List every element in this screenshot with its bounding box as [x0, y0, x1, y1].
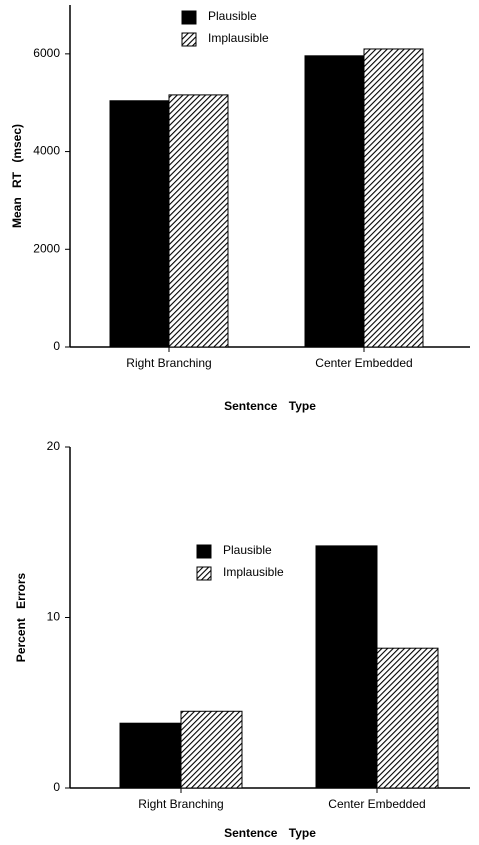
bar — [304, 55, 365, 348]
x-axis-title: Sentence Type — [224, 399, 316, 413]
bar — [180, 710, 243, 789]
y-tick-label: 6000 — [33, 46, 60, 60]
y-axis-title: Mean RT (msec) — [10, 124, 24, 228]
y-tick-label: 10 — [47, 610, 61, 624]
y-tick-label: 20 — [47, 439, 61, 453]
y-tick-label: 0 — [53, 780, 60, 794]
x-tick-label: Right Branching — [138, 797, 223, 811]
x-tick-label: Right Branching — [126, 356, 211, 370]
bar — [363, 48, 424, 348]
bar — [315, 545, 378, 789]
bar — [119, 722, 182, 789]
y-tick-label: 2000 — [33, 241, 60, 255]
y-tick-label: 0 — [53, 339, 60, 353]
x-axis-title: Sentence Type — [224, 826, 316, 840]
y-axis-title: Percent Errors — [14, 572, 28, 662]
legend-swatch — [181, 10, 197, 25]
x-tick-label: Center Embedded — [328, 797, 425, 811]
x-tick-label: Center Embedded — [315, 356, 412, 370]
legend-label: Implausible — [208, 31, 269, 45]
legend-label: Plausible — [223, 543, 272, 557]
y-tick-label: 4000 — [33, 144, 60, 158]
legend-label: Implausible — [223, 565, 284, 579]
legend-swatch — [181, 32, 197, 47]
bar — [168, 94, 229, 348]
bar — [376, 647, 439, 789]
legend-label: Plausible — [208, 9, 257, 23]
bar — [109, 100, 170, 348]
legend-swatch — [196, 544, 212, 559]
legend-swatch — [196, 566, 212, 581]
